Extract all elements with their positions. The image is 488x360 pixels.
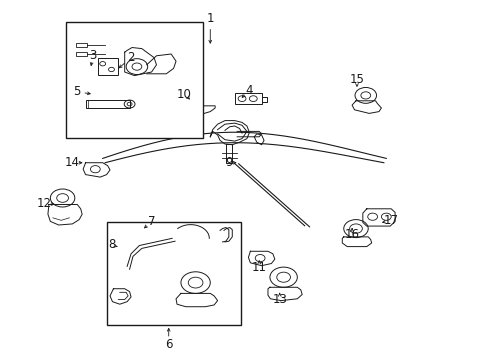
- Text: 14: 14: [65, 156, 80, 169]
- Text: 10: 10: [177, 88, 191, 101]
- Text: 9: 9: [224, 156, 232, 169]
- Text: 13: 13: [272, 293, 286, 306]
- Text: 16: 16: [344, 228, 359, 241]
- Text: 2: 2: [127, 51, 135, 64]
- Bar: [76, 52, 86, 56]
- Bar: [98, 58, 118, 75]
- Text: 17: 17: [383, 214, 398, 227]
- Text: 12: 12: [37, 197, 51, 210]
- Text: 11: 11: [251, 261, 266, 274]
- Bar: [66, 22, 203, 138]
- Bar: [76, 43, 86, 47]
- Text: 6: 6: [164, 338, 172, 351]
- Text: 5: 5: [73, 85, 81, 98]
- Bar: [234, 93, 261, 104]
- Text: 7: 7: [147, 215, 155, 228]
- Text: 8: 8: [107, 238, 115, 251]
- Text: 15: 15: [349, 73, 364, 86]
- Text: 1: 1: [206, 12, 214, 24]
- Bar: [85, 100, 129, 108]
- Bar: [106, 222, 241, 325]
- Text: 4: 4: [245, 84, 253, 96]
- Text: 3: 3: [89, 49, 97, 62]
